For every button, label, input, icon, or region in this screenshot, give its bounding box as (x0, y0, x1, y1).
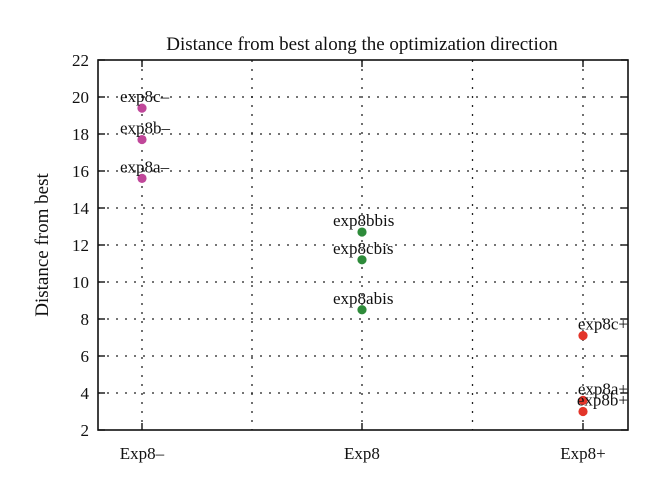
data-point-label: exp8b+ (577, 391, 628, 410)
data-point (357, 305, 367, 315)
data-points (137, 103, 588, 417)
data-point-label: exp8bbis (333, 211, 394, 230)
y-tick-label: 14 (72, 199, 90, 218)
data-point-label: exp8cbis (333, 239, 393, 258)
data-point-label: exp8c+ (578, 315, 628, 334)
data-point-label: exp8b– (120, 119, 171, 138)
y-axis: 2 4 6 8 10 12 14 16 18 20 22 (72, 51, 628, 440)
y-tick-label: 20 (72, 88, 89, 107)
data-point-label: exp8a– (120, 157, 170, 176)
y-tick-label: 4 (81, 384, 90, 403)
y-tick-label: 22 (72, 51, 89, 70)
data-point (137, 173, 147, 183)
data-point (578, 395, 588, 405)
x-tick-label: Exp8– (120, 444, 165, 463)
grid (98, 60, 628, 430)
x-tick-label: Exp8 (344, 444, 380, 463)
chart-title: Distance from best along the optimizatio… (166, 34, 558, 55)
y-tick-label: 10 (72, 273, 89, 292)
data-point (578, 331, 588, 341)
data-point (357, 255, 367, 265)
x-axis: Exp8– Exp8 Exp8+ (120, 60, 606, 463)
data-point (137, 134, 147, 145)
data-point-label: exp8c– (120, 87, 170, 106)
data-point-label: exp8a+ (578, 379, 628, 398)
data-point (357, 227, 367, 237)
data-labels: exp8c– exp8b– exp8a– exp8bbis exp8cbis exp8ab… (120, 87, 628, 409)
y-axis-title: Distance from best (32, 173, 53, 317)
y-tick-label: 18 (72, 125, 89, 144)
y-tick-label: 16 (72, 162, 89, 181)
y-tick-label: 6 (81, 347, 90, 366)
data-point-label: exp8abis (333, 289, 393, 308)
data-point (578, 406, 588, 417)
y-tick-label: 12 (72, 236, 89, 255)
y-tick-label: 8 (81, 310, 90, 329)
data-point (137, 103, 147, 113)
x-tick-label: Exp8+ (560, 444, 605, 463)
y-tick-label: 2 (81, 421, 90, 440)
